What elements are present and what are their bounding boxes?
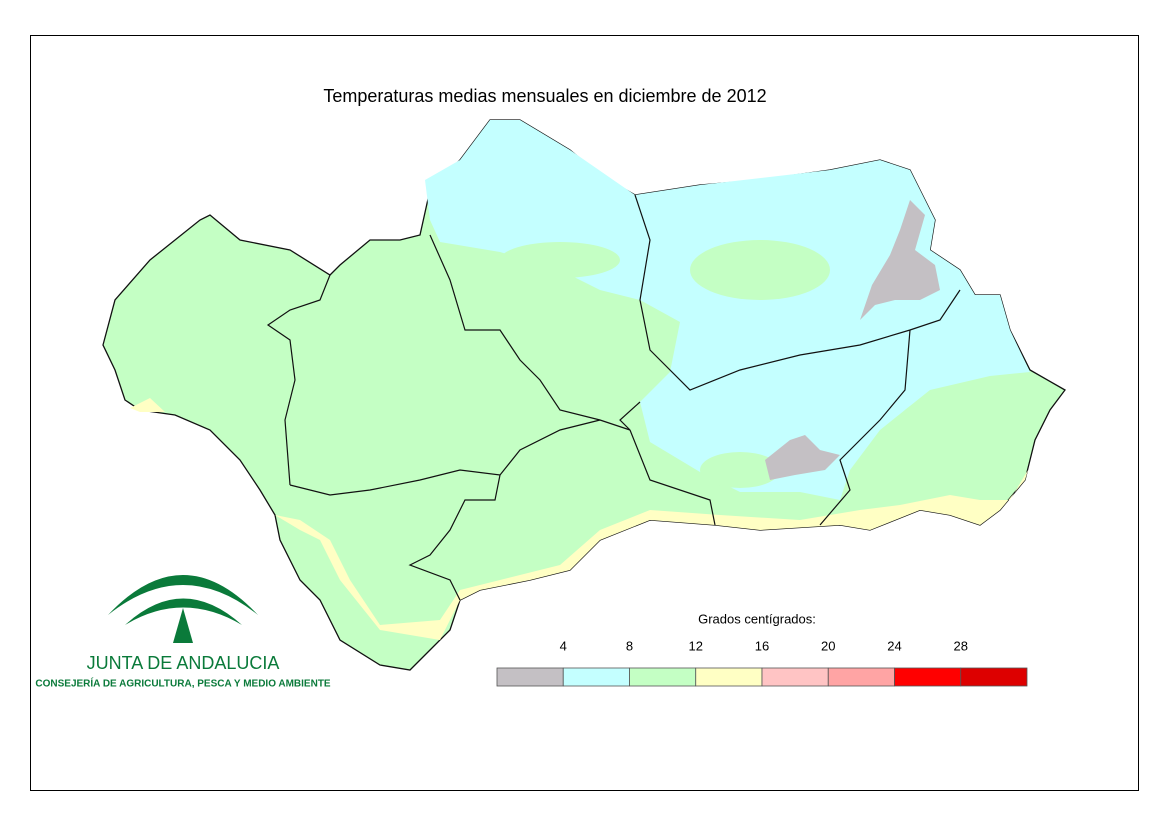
legend-tick-label: 12 (689, 638, 703, 653)
legend-swatch (562, 667, 630, 687)
region-map (102, 119, 1066, 671)
legend-swatch (496, 667, 564, 687)
warm-zone (275, 470, 1028, 640)
legend-swatch (960, 667, 1028, 687)
province-border (619, 401, 641, 431)
map-title: Temperaturas medias mensuales en diciemb… (323, 86, 766, 106)
province-border (634, 194, 961, 391)
warm-zone (130, 398, 165, 412)
logo-name: JUNTA DE ANDALUCIA (87, 653, 280, 673)
province-border (289, 419, 601, 496)
logo-arc (125, 598, 242, 625)
legend-title: Grados centígrados: (698, 611, 816, 626)
legend-swatch (894, 667, 962, 687)
province-border (266, 274, 331, 486)
province-border (629, 429, 716, 526)
legend-tick-label: 4 (560, 638, 567, 653)
mild-zone (500, 242, 620, 278)
legend: Grados centígrados: 4 8 12 16 20 24 28 (496, 611, 1028, 687)
province-border (429, 234, 631, 431)
legend-swatch (695, 667, 763, 687)
legend-swatch (629, 667, 697, 687)
logo-department: CONSEJERÍA DE AGRICULTURA, PESCA Y MEDIO… (35, 677, 331, 690)
mild-zone (900, 395, 1020, 445)
legend-swatch (827, 667, 895, 687)
logo: JUNTA DE ANDALUCIA CONSEJERÍA DE AGRICUL… (35, 575, 331, 690)
legend-tick-label: 20 (821, 638, 835, 653)
province-border (408, 474, 501, 601)
province-border (819, 329, 911, 526)
logo-arc (108, 575, 258, 615)
logo-mark (173, 608, 193, 643)
legend-tick-label: 8 (626, 638, 633, 653)
legend-tick-label: 24 (887, 638, 901, 653)
legend-tick-label: 28 (954, 638, 968, 653)
coldest-zone (765, 435, 840, 480)
coldest-zone (860, 200, 940, 320)
legend-tick-label: 16 (755, 638, 769, 653)
mild-zone (690, 240, 830, 300)
cold-zone (425, 120, 1030, 500)
legend-swatch (761, 667, 829, 687)
mild-zone (700, 452, 780, 488)
